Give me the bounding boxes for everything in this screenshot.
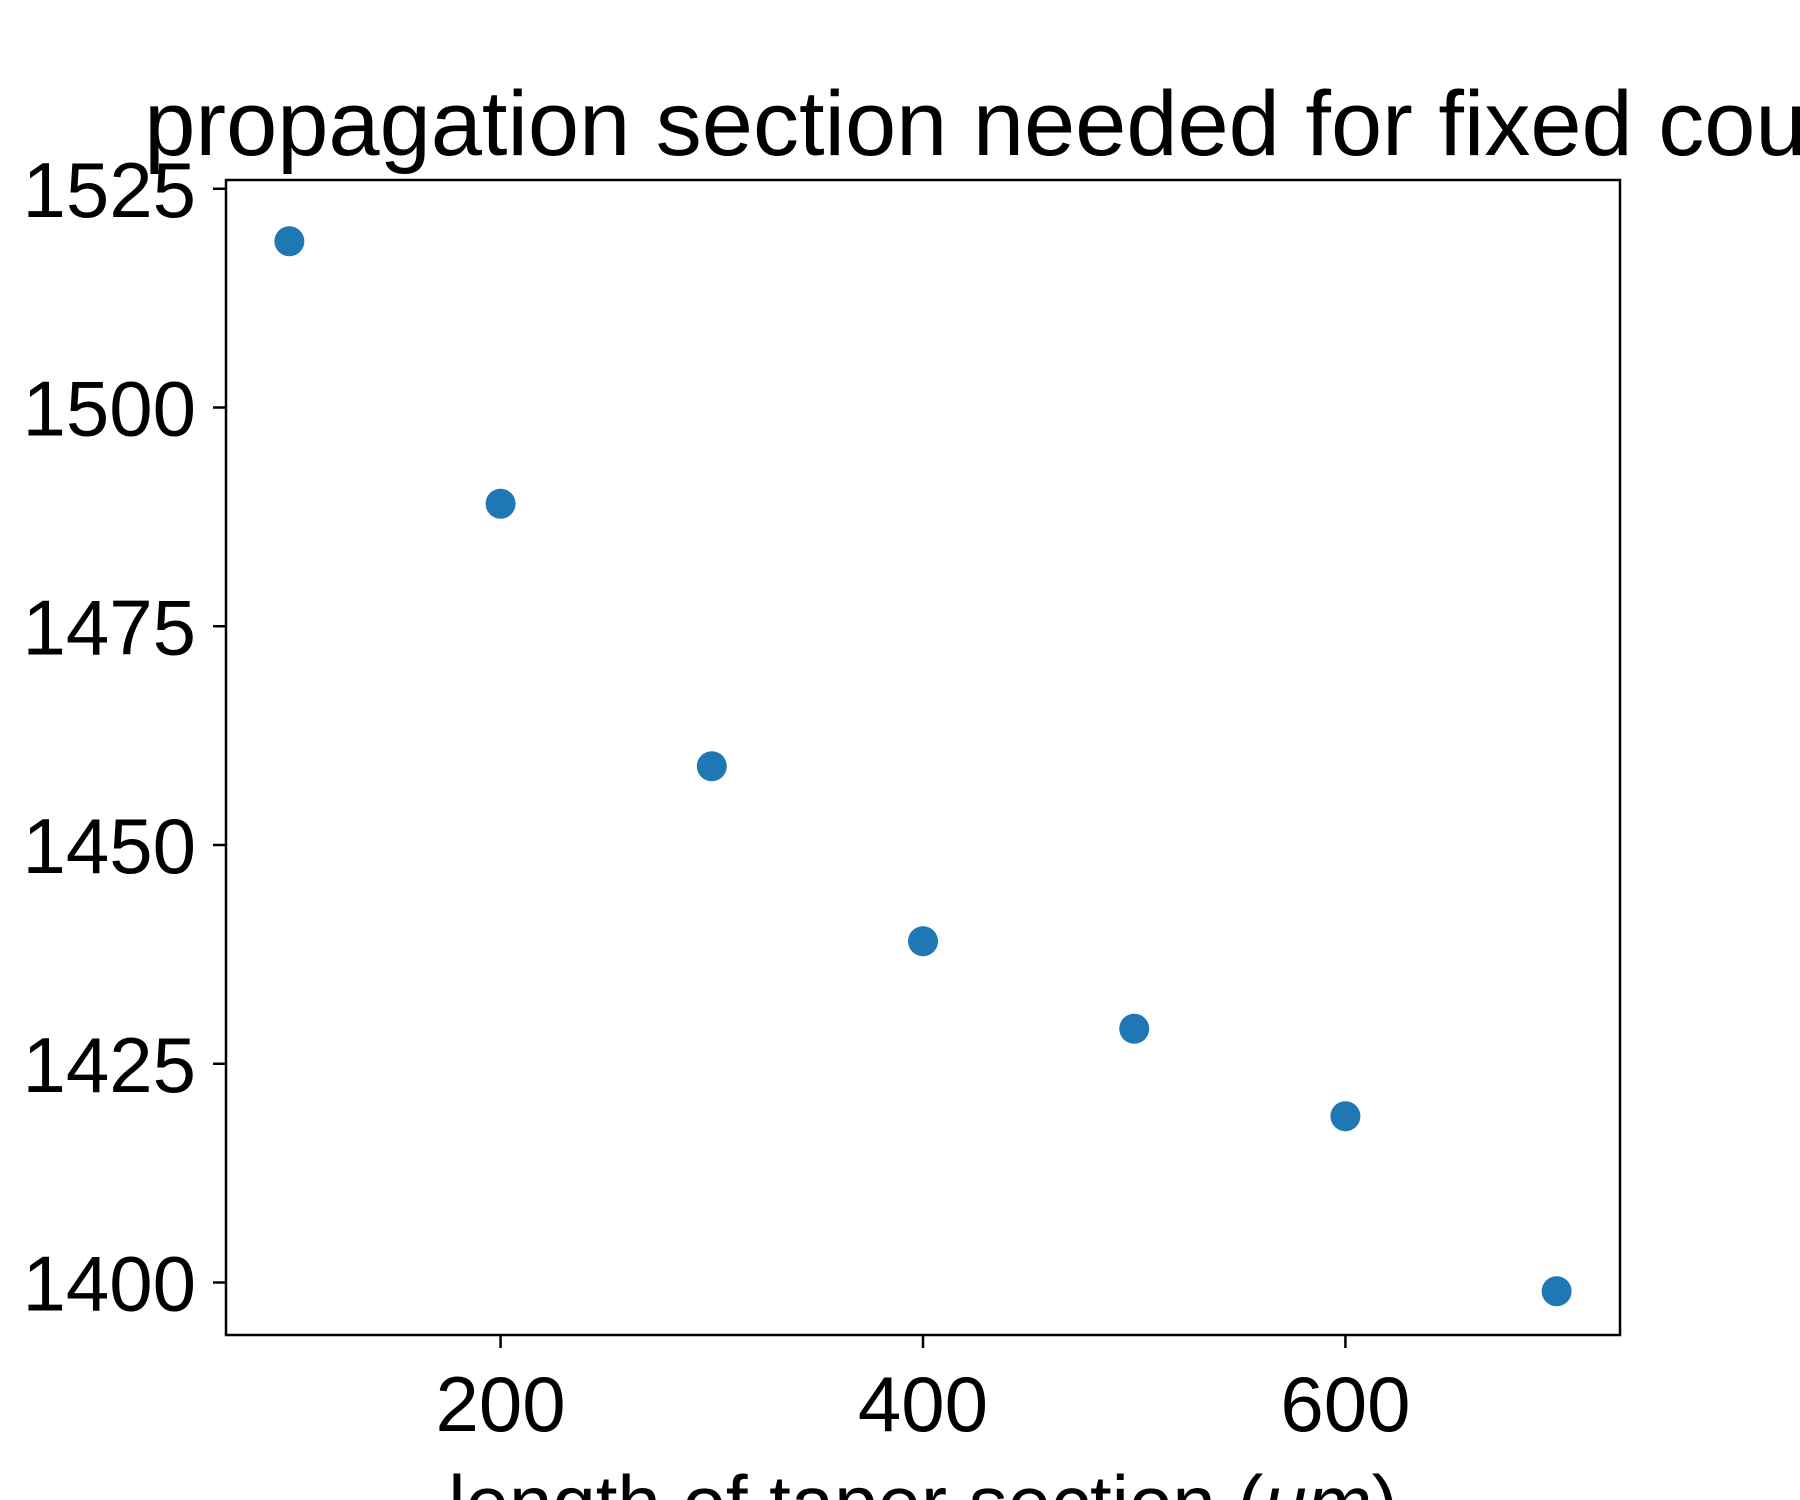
x-axis-label-suffix: ): [1372, 1459, 1398, 1500]
x-axis-label-prefix: length of taper section (: [448, 1459, 1263, 1500]
data-point: [274, 226, 305, 257]
data-point: [908, 926, 938, 957]
x-tick-label: 400: [858, 1360, 988, 1448]
x-axis-label-unit: um: [1263, 1459, 1371, 1500]
x-tick-label: 600: [1280, 1360, 1410, 1448]
chart-title: propagation section needed for fixed cou…: [144, 73, 1800, 175]
y-tick-label: 1475: [22, 583, 196, 671]
data-point: [696, 751, 727, 782]
plot-area-frame: [224, 178, 1622, 1337]
y-tick-label: 1525: [22, 146, 196, 234]
data-point: [1330, 1101, 1361, 1132]
data-points: [274, 226, 1572, 1307]
data-point: [485, 488, 516, 519]
data-point: [1119, 1013, 1150, 1044]
y-tick-label: 1500: [22, 365, 196, 453]
data-point: [1541, 1276, 1572, 1307]
x-axis: 200 400 600: [436, 1335, 1410, 1448]
y-tick-label: 1400: [22, 1240, 196, 1328]
y-tick-label: 1450: [22, 802, 196, 890]
x-tick-label: 200: [436, 1360, 566, 1448]
x-axis-label: length of taper section (um): [448, 1459, 1398, 1500]
y-tick-label: 1425: [22, 1021, 196, 1109]
y-axis: 1400 1425 1450 1475 1500 1525: [22, 146, 226, 1328]
